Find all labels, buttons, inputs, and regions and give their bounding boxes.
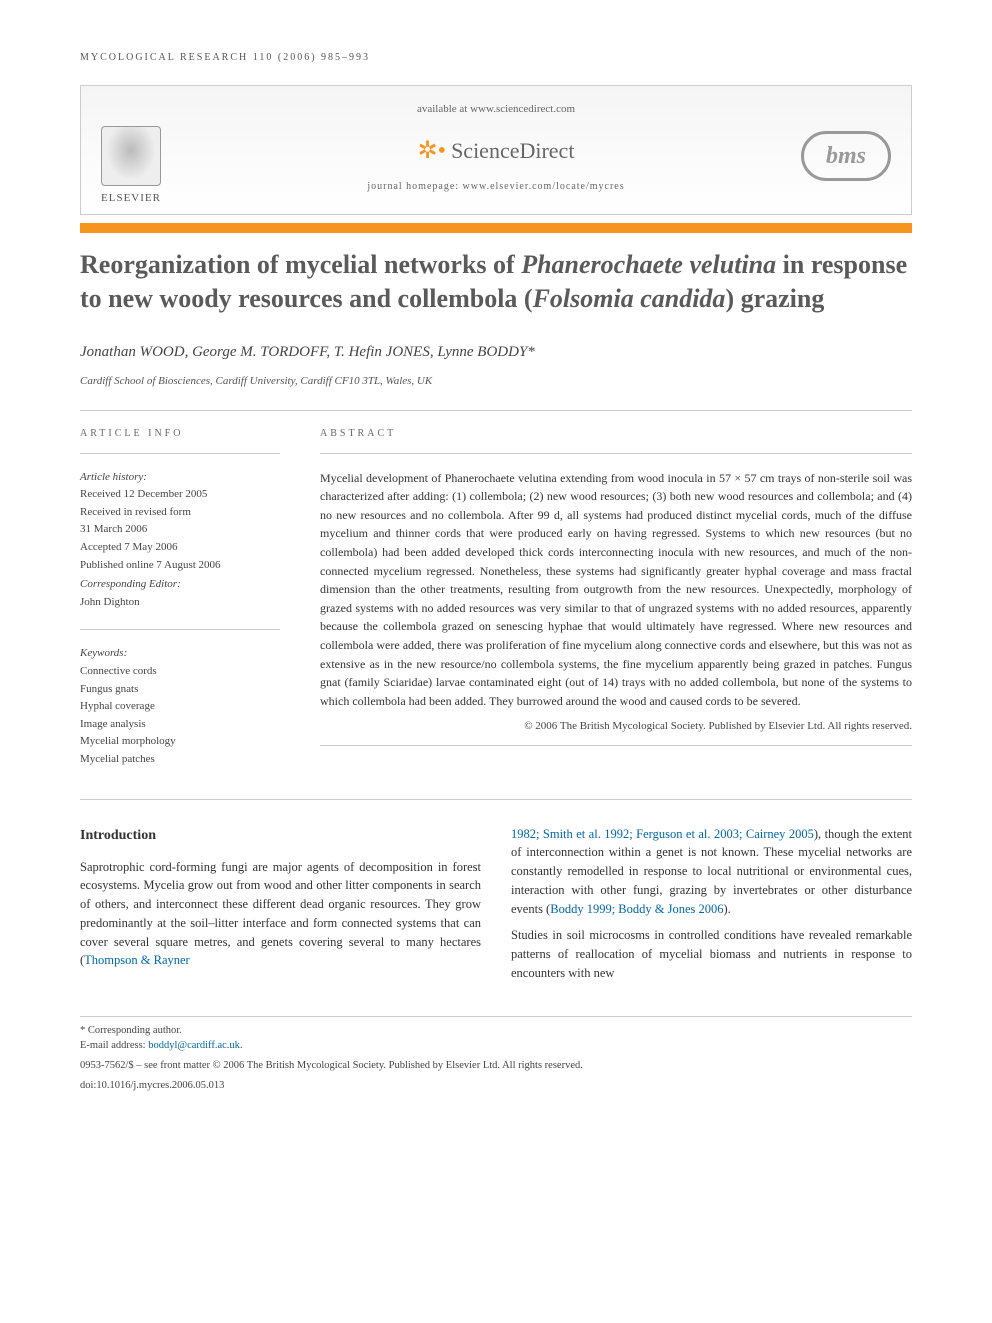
bms-logo[interactable]: bms bbox=[801, 131, 891, 181]
body-columns: Introduction Saprotrophic cord-forming f… bbox=[80, 825, 912, 991]
bms-label: bms bbox=[826, 138, 866, 174]
history-revised-b: 31 March 2006 bbox=[80, 521, 280, 539]
running-header: MYCOLOGICAL RESEARCH 110 (2006) 985–993 bbox=[80, 50, 912, 65]
history-received: Received 12 December 2005 bbox=[80, 486, 280, 504]
keyword: Mycelial morphology bbox=[80, 733, 280, 751]
history-label: Article history: bbox=[80, 469, 280, 487]
available-at: available at www.sciencedirect.com bbox=[101, 101, 891, 118]
keyword: Image analysis bbox=[80, 716, 280, 734]
body-col-left: Introduction Saprotrophic cord-forming f… bbox=[80, 825, 481, 991]
journal-homepage: journal homepage: www.elsevier.com/locat… bbox=[101, 179, 891, 194]
history-accepted: Accepted 7 May 2006 bbox=[80, 539, 280, 557]
intro-para-cont: 1982; Smith et al. 1992; Ferguson et al.… bbox=[511, 825, 912, 919]
keyword: Mycelial patches bbox=[80, 751, 280, 769]
journal-banner: available at www.sciencedirect.com ELSEV… bbox=[80, 85, 912, 215]
corr-editor-name: John Dighton bbox=[80, 594, 280, 612]
page: MYCOLOGICAL RESEARCH 110 (2006) 985–993 … bbox=[0, 0, 992, 1134]
intro-heading: Introduction bbox=[80, 825, 481, 846]
article-history: Article history: Received 12 December 20… bbox=[80, 469, 280, 612]
corr-editor-label: Corresponding Editor: bbox=[80, 576, 280, 594]
ref-link[interactable]: Boddy 1999; Boddy & Jones 2006 bbox=[550, 902, 723, 916]
orange-bar bbox=[80, 223, 912, 233]
elsevier-logo[interactable]: ELSEVIER bbox=[101, 126, 161, 207]
keywords-block: Keywords: Connective cords Fungus gnats … bbox=[80, 629, 280, 768]
doi: doi:10.1016/j.mycres.2006.05.013 bbox=[80, 1078, 912, 1094]
sciencedirect-label: ScienceDirect bbox=[451, 134, 574, 167]
article-info-column: ARTICLE INFO Article history: Received 1… bbox=[80, 426, 280, 769]
elsevier-tree-icon bbox=[101, 126, 161, 186]
abstract-label: ABSTRACT bbox=[320, 426, 912, 441]
intro-para-2: Studies in soil microcosms in controlled… bbox=[511, 926, 912, 982]
authors: Jonathan WOOD, George M. TORDOFF, T. Hef… bbox=[80, 341, 912, 364]
ref-link[interactable]: 1982; Smith et al. 1992; Ferguson et al.… bbox=[511, 827, 814, 841]
intro-para: Saprotrophic cord-forming fungi are majo… bbox=[80, 858, 481, 971]
corr-author-note: * Corresponding author. bbox=[80, 1023, 912, 1039]
history-published: Published online 7 August 2006 bbox=[80, 557, 280, 575]
homepage-url[interactable]: www.elsevier.com/locate/mycres bbox=[463, 181, 625, 192]
body-col-right: 1982; Smith et al. 1992; Ferguson et al.… bbox=[511, 825, 912, 991]
footnotes: * Corresponding author. E-mail address: … bbox=[80, 1016, 912, 1094]
article-info-label: ARTICLE INFO bbox=[80, 426, 280, 441]
keywords-label: Keywords: bbox=[80, 645, 280, 663]
abstract-text: Mycelial development of Phanerochaete ve… bbox=[320, 469, 912, 711]
email-line: E-mail address: boddyl@cardiff.ac.uk. bbox=[80, 1038, 912, 1054]
abstract-column: ABSTRACT Mycelial development of Phanero… bbox=[320, 426, 912, 769]
copyright: © 2006 The British Mycological Society. … bbox=[320, 718, 912, 735]
sciencedirect-burst-icon: ✲• bbox=[418, 133, 447, 169]
history-revised-a: Received in revised form bbox=[80, 504, 280, 522]
article-title: Reorganization of mycelial networks of P… bbox=[80, 248, 912, 316]
elsevier-label: ELSEVIER bbox=[101, 190, 161, 207]
front-matter: 0953-7562/$ – see front matter © 2006 Th… bbox=[80, 1058, 912, 1074]
keyword: Fungus gnats bbox=[80, 681, 280, 699]
affiliation: Cardiff School of Biosciences, Cardiff U… bbox=[80, 373, 912, 390]
divider bbox=[80, 410, 912, 411]
keyword: Connective cords bbox=[80, 663, 280, 681]
info-grid: ARTICLE INFO Article history: Received 1… bbox=[80, 426, 912, 769]
divider bbox=[80, 799, 912, 800]
ref-link[interactable]: Thompson & Rayner bbox=[84, 953, 190, 967]
email-link[interactable]: boddyl@cardiff.ac.uk bbox=[148, 1040, 240, 1051]
keyword: Hyphal coverage bbox=[80, 698, 280, 716]
sciencedirect-logo[interactable]: ✲• ScienceDirect bbox=[101, 133, 891, 169]
